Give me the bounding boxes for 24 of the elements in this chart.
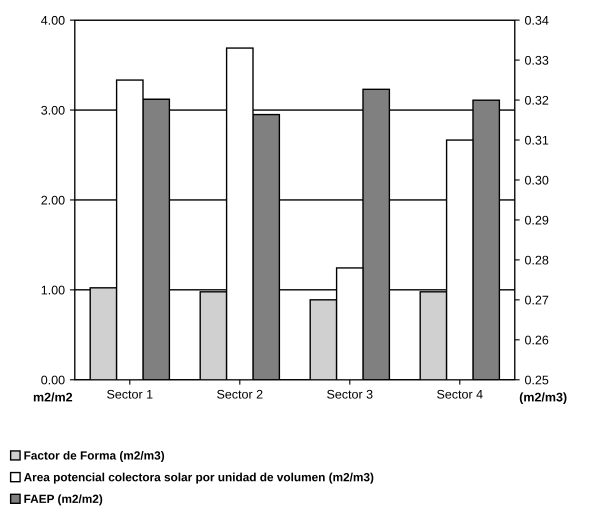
- y-tick-label: 2.00: [41, 196, 65, 205]
- y-tick-label: 0.00: [41, 376, 65, 384]
- y-tick-label: 3.00: [41, 106, 65, 115]
- x-tick-label: Sector 4: [437, 390, 483, 399]
- legend-label: Factor de Forma (m2/m3): [24, 450, 164, 462]
- x-tick-label: Sector 1: [107, 390, 152, 399]
- legend-label: FAEP (m2/m2): [24, 494, 102, 506]
- legend-label: Area potencial colectora solar por unidad de volumen (m2/m3): [24, 472, 374, 484]
- y2-tick-label: 0.26: [524, 336, 548, 344]
- y2-tick-label: 0.28: [524, 256, 548, 265]
- y2-axis-title: (m2/m3): [520, 392, 566, 404]
- y2-tick-label: 0.34: [524, 16, 548, 25]
- y2-tick-label: 0.30: [524, 176, 548, 185]
- y-axis-title: m2/m2: [34, 392, 72, 402]
- y2-tick-label: 0.25: [524, 376, 548, 384]
- y-tick-label: 4.00: [41, 16, 65, 25]
- y2-tick-label: 0.27: [524, 296, 548, 305]
- x-tick-label: Sector 2: [217, 390, 262, 399]
- y2-tick-label: 0.31: [524, 136, 548, 145]
- y-tick-label: 1.00: [42, 286, 65, 295]
- y2-tick-label: 0.33: [524, 56, 548, 65]
- y2-tick-label: 0.32: [524, 96, 548, 105]
- x-tick-label: Sector 3: [327, 390, 373, 399]
- y2-tick-label: 0.29: [524, 216, 548, 225]
